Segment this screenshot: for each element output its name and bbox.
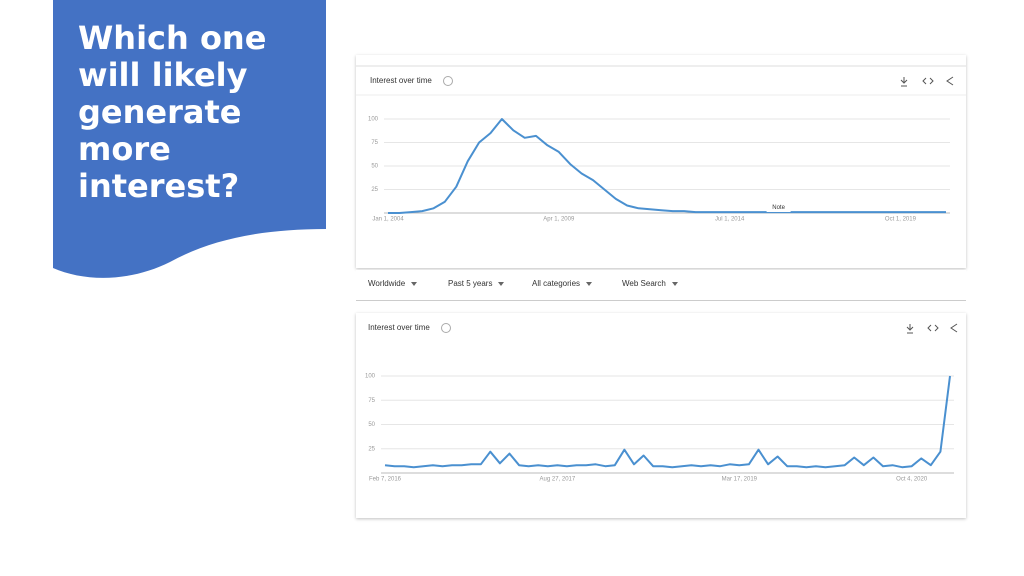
- chart-card: Interest over time 25 50 75 100 Jan 1, 2004 A…: [356, 55, 966, 268]
- embed-icon[interactable]: [922, 77, 934, 85]
- line: [388, 118, 946, 214]
- filter-bar: Worldwide Past 5 years All categories We…: [356, 270, 966, 301]
- download-icon[interactable]: [906, 324, 914, 334]
- filter[interactable]: Web Search: [622, 279, 678, 288]
- y-tick-label: 25: [371, 187, 378, 193]
- y-tick-label: 50: [371, 164, 378, 170]
- x-tick-label: Aug 27, 2017: [540, 477, 576, 483]
- y-tick-label: 75: [368, 398, 375, 404]
- y-tick-label: 100: [368, 117, 379, 123]
- y-tick-label: 25: [368, 446, 375, 452]
- x-tick-label: Jan 1, 2004: [372, 217, 404, 223]
- heading-shape: [53, 0, 326, 278]
- filter[interactable]: Past 5 years: [448, 279, 504, 288]
- filter[interactable]: All categories: [532, 279, 592, 288]
- annotation: Note: [772, 205, 785, 211]
- help-icon[interactable]: [441, 323, 451, 333]
- share-icon[interactable]: [950, 323, 958, 333]
- x-tick-label: Oct 4, 2020: [896, 477, 928, 483]
- y-tick-label: 75: [371, 140, 378, 146]
- line: [384, 375, 951, 469]
- download-icon[interactable]: [900, 77, 908, 87]
- heading: Which one will likely generate more inte…: [78, 19, 267, 205]
- chart: Interest over time 25 50 75 100 Feb 7, 2016 A…: [365, 323, 958, 483]
- share-icon[interactable]: [946, 76, 954, 86]
- x-tick-label: Jul 1, 2014: [715, 217, 745, 223]
- embed-icon[interactable]: [927, 324, 939, 332]
- annotation-box: [766, 203, 791, 212]
- filter[interactable]: Worldwide: [368, 279, 417, 288]
- x-tick-label: Mar 17, 2019: [722, 477, 758, 483]
- chart-title: Interest over time: [368, 323, 430, 332]
- x-tick-label: Feb 7, 2016: [369, 477, 402, 483]
- chart: Interest over time 25 50 75 100 Jan 1, 2004 A…: [356, 65, 966, 223]
- x-tick-label: Apr 1, 2009: [543, 217, 575, 223]
- x-tick-label: Oct 1, 2019: [885, 217, 917, 223]
- y-tick-label: 50: [368, 422, 375, 428]
- chart-card: Interest over time 25 50 75 100 Feb 7, 2016 A…: [356, 313, 966, 518]
- chart-title: Interest over time: [370, 76, 432, 85]
- y-tick-label: 100: [365, 374, 376, 380]
- help-icon[interactable]: [443, 76, 453, 86]
